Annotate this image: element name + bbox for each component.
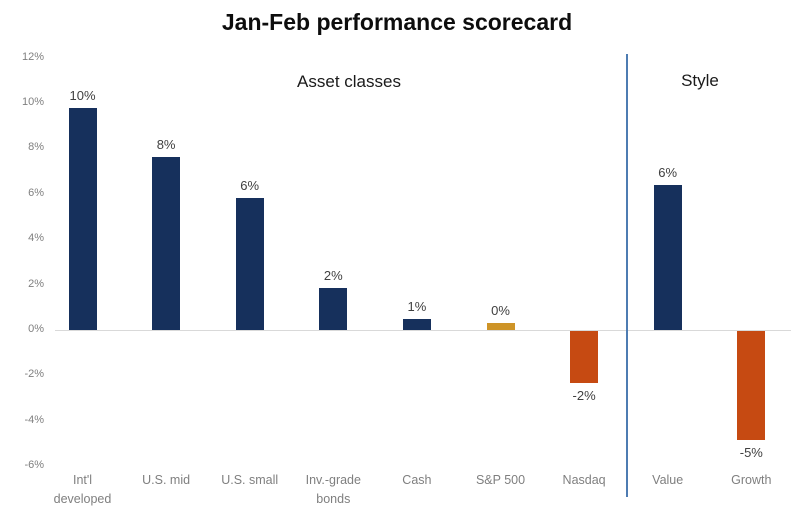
y-tick-label: 8%: [28, 141, 44, 154]
y-tick-label: 6%: [28, 186, 44, 199]
y-tick-label: 4%: [28, 232, 44, 245]
category-label-inv-grade-bonds: Inv.-grade bonds: [305, 473, 361, 506]
category-label-s-p-500: S&P 500: [475, 473, 526, 487]
value-label-value: 6%: [658, 164, 678, 180]
bar-nasdaq: [570, 331, 599, 384]
bar-growth: [737, 331, 766, 440]
bar-value: [653, 184, 682, 330]
y-tick-label: 0%: [28, 323, 44, 335]
category-label-u-s-small: U.S. small: [221, 473, 279, 487]
zero-axis-line: [55, 330, 791, 331]
category-label-value: Value: [652, 473, 684, 487]
chart-title: Jan-Feb performance scorecard: [221, 9, 573, 35]
bar-u-s-small: [235, 198, 264, 330]
bar-s-p-500: [486, 323, 515, 330]
value-label-u-s-mid: 8%: [156, 137, 176, 153]
bar-cash: [402, 318, 431, 330]
bar-u-s-mid: [152, 157, 181, 330]
section-header-asset-classes: Asset classes: [297, 72, 401, 91]
y-tick-label: 12%: [21, 50, 44, 63]
section-header-style: Style: [681, 71, 719, 90]
category-label-u-s-mid: U.S. mid: [142, 473, 191, 487]
category-label-cash: Cash: [402, 473, 432, 487]
y-tick-label: -6%: [24, 459, 44, 472]
bar-int-l-developed: [68, 107, 97, 330]
value-label-nasdaq: -2%: [572, 388, 596, 404]
y-tick-label: -2%: [24, 368, 44, 381]
value-label-s-p-500: 0%: [491, 303, 510, 319]
y-tick-label: 2%: [28, 277, 44, 290]
section-divider-line: [626, 54, 628, 497]
category-label-int-l-developed: Int'l developed: [53, 473, 112, 506]
y-tick-label: 10%: [21, 96, 44, 108]
value-label-int-l-developed: 10%: [69, 87, 96, 103]
value-label-growth: -5%: [739, 444, 763, 460]
value-label-u-s-small: 6%: [240, 178, 260, 194]
bar-inv-grade-bonds: [319, 288, 348, 330]
category-label-growth: Growth: [731, 473, 772, 487]
category-label-nasdaq: Nasdaq: [562, 473, 606, 487]
value-label-inv-grade-bonds: 2%: [323, 268, 343, 283]
value-label-cash: 1%: [407, 298, 427, 314]
y-tick-label: -4%: [24, 413, 44, 426]
